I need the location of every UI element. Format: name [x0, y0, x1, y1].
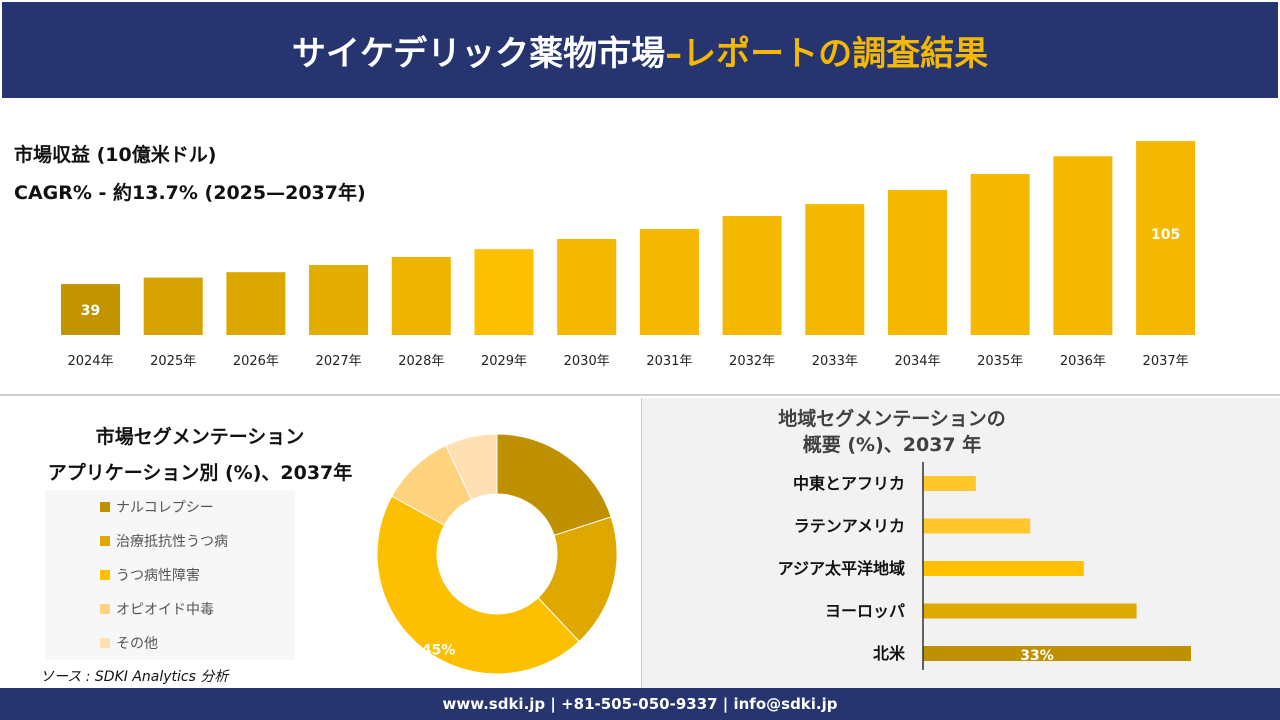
year-tick-label: 2028年: [398, 354, 444, 369]
region-label: ヨーロッパ: [825, 602, 905, 621]
region-label: 北米: [873, 644, 906, 663]
cagr-label: CAGR% - 約13.7% (2025—2037年): [14, 182, 366, 204]
legend-item: 治療抵抗性うつ病: [45, 524, 295, 558]
legend-label: 治療抵抗性うつ病: [116, 534, 228, 550]
legend-item: オピオイド中毒: [45, 592, 295, 626]
revenue-label: 市場収益 (10億米ドル): [14, 144, 217, 166]
donut-slice: [376, 495, 580, 675]
application-donut-chart: 45%: [376, 433, 618, 675]
revenue-bar: [970, 173, 1030, 335]
year-tick-label: 2036年: [1060, 354, 1106, 369]
region-title-1: 地域セグメンテーションの: [778, 408, 1006, 430]
header-banner: サイケデリック薬物市場 –レポートの調査結果: [0, 0, 1280, 100]
year-tick-label: 2030年: [564, 354, 610, 369]
year-tick-label: 2025年: [150, 354, 196, 369]
revenue-bar: [805, 204, 865, 335]
legend-label: その他: [116, 636, 158, 652]
year-tick-label: 2024年: [67, 354, 113, 369]
region-label: 中東とアフリカ: [793, 474, 905, 493]
legend-swatch: [100, 570, 110, 580]
legend-label: うつ病性障害: [116, 568, 200, 584]
footer-contact: www.sdki.jp | +81-505-050-9337 | info@sd…: [0, 688, 1280, 720]
legend-swatch: [100, 604, 110, 614]
revenue-bar: [1053, 156, 1113, 335]
revenue-bar: [722, 216, 782, 335]
revenue-bar: [61, 284, 120, 335]
legend-label: ナルコレプシー: [116, 500, 214, 516]
revenue-bar: [557, 239, 617, 335]
year-tick-label: 2035年: [977, 354, 1023, 369]
legend-item: その他: [45, 626, 295, 660]
revenue-bar: [1136, 141, 1196, 335]
slice-data-label: 45%: [422, 643, 456, 659]
legend-swatch: [100, 502, 110, 512]
title-highlight: –レポートの調査結果: [665, 33, 989, 74]
region-bar: [923, 646, 1191, 661]
region-data-label: 33%: [1020, 648, 1054, 664]
revenue-bar: [639, 229, 699, 335]
legend-label: オピオイド中毒: [116, 602, 214, 618]
donut-slice: [445, 433, 498, 501]
donut-slice: [496, 433, 612, 537]
bar-data-label: 105: [1151, 227, 1180, 243]
year-tick-label: 2027年: [316, 354, 362, 369]
pie-title-2: アプリケーション別 (%)、2037年: [47, 462, 353, 484]
revenue-bar: [391, 256, 451, 335]
region-bar: [923, 561, 1084, 576]
year-tick-label: 2026年: [233, 354, 279, 369]
legend-swatch: [100, 638, 110, 648]
year-tick-label: 2034年: [894, 354, 940, 369]
year-tick-label: 2029年: [481, 354, 527, 369]
bar-data-label: 39: [81, 303, 100, 319]
region-title-2: 概要 (%)、2037 年: [802, 434, 982, 456]
revenue-bar: [143, 277, 203, 335]
revenue-bar-chart: 2024年 39 2025年 2026年 2027年 2028年 2029年 2030年 203…: [61, 141, 1196, 369]
region-bar: [923, 603, 1137, 619]
legend-swatch: [100, 536, 110, 546]
region-label: アジア太平洋地域: [778, 559, 905, 578]
year-tick-label: 2032年: [729, 354, 775, 369]
region-bar: [923, 518, 1031, 534]
revenue-section: 市場収益 (10億米ドル) CAGR% - 約13.7% (2025—2037年…: [0, 100, 1280, 396]
revenue-bar: [226, 272, 286, 335]
year-tick-label: 2037年: [1143, 354, 1189, 369]
year-tick-label: 2031年: [646, 354, 692, 369]
region-bar: [923, 476, 976, 491]
revenue-bar: [474, 249, 534, 335]
source-note: ソース : SDKI Analytics 分析: [40, 669, 229, 685]
year-tick-label: 2033年: [812, 354, 858, 369]
application-segment-panel: 市場セグメンテーション アプリケーション別 (%)、2037年 ナルコレプシー治…: [0, 398, 640, 688]
region-label: ラテンアメリカ: [794, 517, 905, 536]
title-main: サイケデリック薬物市場: [291, 33, 666, 74]
pie-title-1: 市場セグメンテーション: [95, 426, 305, 448]
pie-legend: ナルコレプシー 治療抵抗性うつ病 うつ病性障害 オピオイド中毒 その他: [45, 490, 295, 660]
legend-item: ナルコレプシー: [45, 490, 295, 524]
legend-item: うつ病性障害: [45, 558, 295, 592]
revenue-bar: [309, 265, 369, 335]
revenue-bar: [888, 190, 947, 335]
region-segment-panel: 地域セグメンテーションの 概要 (%)、2037 年 中東とアフリカ ラテンアメリ…: [641, 398, 1280, 688]
